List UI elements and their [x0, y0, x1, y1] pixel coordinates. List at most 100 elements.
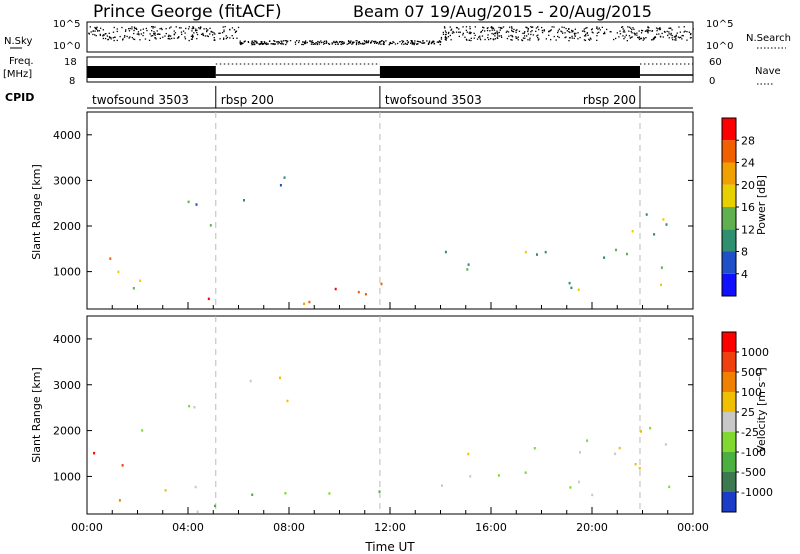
freq-bar [87, 66, 216, 78]
nsky-point [121, 26, 123, 29]
colorbar-tick-label: 25 [741, 406, 755, 419]
nsky-point [543, 29, 545, 31]
nsky-label: N.Sky [4, 36, 32, 47]
nsky-point [647, 26, 649, 29]
nsky-point [391, 42, 393, 45]
nsky-point [603, 33, 605, 35]
nsky-point [402, 41, 404, 43]
colorbar-tick-label: 12 [741, 223, 755, 236]
nsky-point [451, 32, 454, 34]
range-cell [188, 404, 191, 408]
nsky-point [622, 31, 625, 33]
nsky-point [173, 34, 176, 36]
nsky-point [541, 26, 543, 29]
nsky-point [294, 43, 297, 45]
cpid-segment-label: twofsound 3503 [385, 93, 482, 107]
nsky-point [153, 33, 155, 35]
nsky-point [588, 39, 591, 41]
nsky-point [306, 41, 308, 44]
nsky-point [281, 43, 283, 45]
nsky-point [364, 43, 366, 45]
nsky-point [152, 27, 154, 29]
nsky-point [119, 35, 121, 38]
range-cell [653, 233, 656, 236]
range-cell [634, 463, 637, 466]
nsky-point [484, 30, 486, 32]
nsky-point [263, 43, 265, 45]
nsky-point [153, 33, 155, 35]
nsky-point [323, 40, 326, 42]
nsky-point [678, 26, 680, 28]
nsky-point [129, 36, 131, 38]
nsky-point [352, 41, 355, 43]
nsky-point [253, 43, 256, 46]
nsky-point [492, 27, 494, 29]
cpid-segment-label: rbsp 200 [583, 93, 636, 107]
nsky-point [501, 27, 503, 29]
nsky-point [98, 30, 101, 32]
range-cell [364, 293, 367, 296]
nsky-point [199, 27, 202, 29]
nsky-point [203, 28, 205, 30]
nsky-point [585, 27, 587, 29]
nsky-point [507, 31, 510, 33]
nsky-point [517, 39, 519, 41]
nsky-point [211, 31, 214, 33]
nsky-point [584, 31, 586, 33]
nsky-point [206, 35, 208, 37]
nsky-point [537, 37, 539, 39]
nsky-point [428, 40, 431, 42]
nsky-point [358, 41, 360, 43]
nsky-point [628, 30, 630, 32]
nsky-point [310, 41, 312, 43]
nsky-point [385, 40, 387, 42]
nsky-point [518, 30, 521, 32]
nsky-point [371, 40, 373, 42]
nsky-point [646, 29, 648, 31]
nsky-point [140, 29, 142, 31]
nsky-point [328, 43, 331, 45]
nsky-point [568, 28, 570, 30]
nsky-point [445, 39, 447, 41]
nsky-point [154, 26, 156, 28]
nsky-point [494, 38, 497, 40]
nsky-point [274, 43, 276, 45]
colorbar-tick-label: -100 [741, 446, 766, 459]
nsky-point [380, 43, 382, 45]
nsky-point [282, 40, 284, 42]
nsky-point [524, 37, 526, 39]
colorbar-swatch [722, 372, 736, 392]
nsky-point [656, 30, 658, 32]
nsky-point [282, 43, 285, 45]
nsky-point [374, 42, 376, 44]
nsky-point [683, 26, 685, 28]
range-cell [536, 253, 538, 256]
y-tick-label: 4000 [53, 333, 81, 346]
colorbar-swatch [722, 162, 736, 185]
nsky-point [100, 27, 102, 29]
nsky-point [586, 27, 588, 29]
nsky-point [374, 41, 376, 43]
nsky-point [102, 37, 104, 40]
nsky-point [110, 38, 112, 40]
nsky-point [223, 38, 225, 40]
nsky-point [616, 32, 618, 34]
colorbar-tick-label: 28 [741, 134, 755, 147]
nsky-point [458, 31, 460, 33]
nsky-point [564, 32, 566, 34]
nsky-point [642, 37, 645, 39]
nsky-point [323, 43, 325, 45]
nsky-point [114, 36, 116, 38]
nsky-point [253, 42, 255, 44]
nsky-point [513, 28, 515, 31]
nsky-point [536, 35, 538, 37]
nsky-point [334, 41, 337, 43]
nsky-point [176, 37, 179, 39]
nsky-point [142, 34, 144, 37]
nsky-point [561, 31, 563, 33]
cpid-segment-label: rbsp 200 [221, 93, 274, 107]
freq-bar [379, 66, 640, 78]
nsky-point [619, 33, 622, 35]
nsky-point [103, 34, 105, 36]
nsky-point [447, 36, 450, 38]
